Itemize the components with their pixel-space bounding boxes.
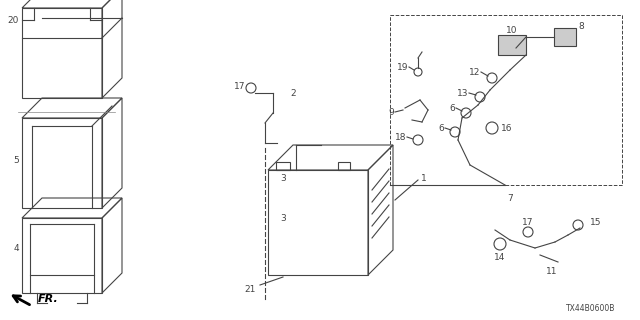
Text: 20: 20	[8, 15, 19, 25]
Text: 8: 8	[578, 21, 584, 30]
Text: 4: 4	[13, 244, 19, 252]
Bar	[498, 35, 526, 55]
Text: 19: 19	[397, 62, 408, 71]
Text: 6: 6	[438, 124, 444, 132]
Text: TX44B0600B: TX44B0600B	[566, 304, 615, 313]
Text: 11: 11	[547, 268, 557, 276]
Text: 21: 21	[244, 284, 256, 293]
Text: FR.: FR.	[38, 294, 59, 304]
Text: 12: 12	[468, 68, 480, 76]
Text: 2: 2	[290, 89, 296, 98]
Text: 18: 18	[394, 132, 406, 141]
Text: 16: 16	[501, 124, 513, 132]
Text: 9: 9	[388, 108, 394, 116]
Text: 13: 13	[456, 89, 468, 98]
Text: 5: 5	[13, 156, 19, 164]
Text: 7: 7	[507, 194, 513, 203]
Text: 14: 14	[494, 253, 506, 262]
Text: 3: 3	[280, 213, 285, 222]
Text: 17: 17	[234, 82, 245, 91]
Bar	[554, 28, 576, 46]
Text: 1: 1	[421, 173, 427, 182]
Text: 15: 15	[590, 218, 602, 227]
Text: 10: 10	[506, 26, 518, 35]
Text: 17: 17	[522, 218, 534, 227]
Text: 6: 6	[449, 103, 455, 113]
Text: 3: 3	[280, 173, 285, 182]
